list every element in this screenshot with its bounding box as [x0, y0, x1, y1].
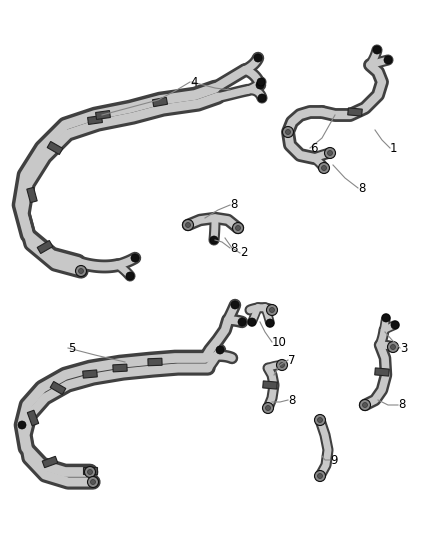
Bar — [27, 410, 39, 426]
Bar — [88, 116, 102, 124]
Circle shape — [266, 319, 274, 327]
Circle shape — [391, 321, 399, 329]
Text: 4: 4 — [190, 76, 198, 88]
Circle shape — [91, 480, 95, 484]
Circle shape — [126, 272, 134, 280]
Text: 8: 8 — [358, 182, 365, 195]
Circle shape — [384, 56, 392, 64]
Circle shape — [254, 54, 262, 62]
Circle shape — [388, 342, 399, 352]
Bar — [27, 187, 37, 203]
Circle shape — [266, 304, 278, 316]
Circle shape — [325, 148, 336, 158]
Circle shape — [360, 400, 371, 410]
Circle shape — [276, 359, 287, 370]
Bar — [37, 240, 53, 254]
Circle shape — [382, 314, 390, 322]
Text: 8: 8 — [288, 393, 295, 407]
Circle shape — [321, 166, 326, 171]
Circle shape — [78, 269, 84, 273]
Circle shape — [373, 46, 381, 54]
Text: 3: 3 — [400, 342, 407, 354]
Circle shape — [88, 470, 92, 474]
Circle shape — [314, 471, 325, 481]
Bar — [42, 456, 58, 467]
Bar — [83, 370, 97, 378]
Circle shape — [318, 473, 322, 479]
Circle shape — [262, 402, 273, 414]
Circle shape — [258, 94, 266, 102]
Circle shape — [265, 406, 271, 410]
Circle shape — [314, 415, 325, 425]
Circle shape — [88, 477, 99, 488]
Circle shape — [186, 222, 191, 228]
Circle shape — [257, 78, 265, 86]
Circle shape — [238, 318, 246, 326]
Text: 7: 7 — [288, 353, 296, 367]
Circle shape — [283, 126, 293, 138]
Bar — [263, 381, 277, 389]
Bar — [348, 108, 362, 116]
Text: 10: 10 — [272, 335, 287, 349]
Text: 6: 6 — [310, 141, 318, 155]
Circle shape — [183, 220, 194, 230]
Circle shape — [279, 362, 284, 367]
Text: 8: 8 — [230, 241, 237, 254]
Bar — [148, 358, 162, 366]
Bar — [83, 466, 97, 473]
Circle shape — [18, 421, 26, 429]
Circle shape — [318, 417, 322, 423]
Circle shape — [216, 346, 224, 354]
Circle shape — [236, 225, 240, 230]
Circle shape — [363, 402, 367, 407]
Circle shape — [210, 236, 218, 244]
Circle shape — [75, 265, 86, 277]
Circle shape — [328, 150, 332, 156]
Circle shape — [286, 130, 290, 134]
Bar — [50, 382, 66, 394]
Bar — [47, 141, 63, 155]
Bar — [152, 98, 167, 107]
Text: 1: 1 — [390, 141, 398, 155]
Bar — [113, 364, 127, 372]
Circle shape — [248, 318, 256, 326]
Text: 5: 5 — [68, 342, 75, 354]
Circle shape — [85, 466, 95, 478]
Circle shape — [231, 301, 239, 309]
Circle shape — [318, 163, 329, 174]
Bar — [95, 110, 110, 119]
Circle shape — [256, 81, 264, 89]
Text: 9: 9 — [330, 454, 338, 466]
Circle shape — [233, 222, 244, 233]
Text: 8: 8 — [230, 198, 237, 212]
Text: 8: 8 — [398, 399, 406, 411]
Bar — [375, 368, 389, 376]
Text: 2: 2 — [240, 246, 247, 260]
Circle shape — [391, 344, 396, 350]
Circle shape — [269, 308, 275, 312]
Circle shape — [131, 254, 139, 262]
